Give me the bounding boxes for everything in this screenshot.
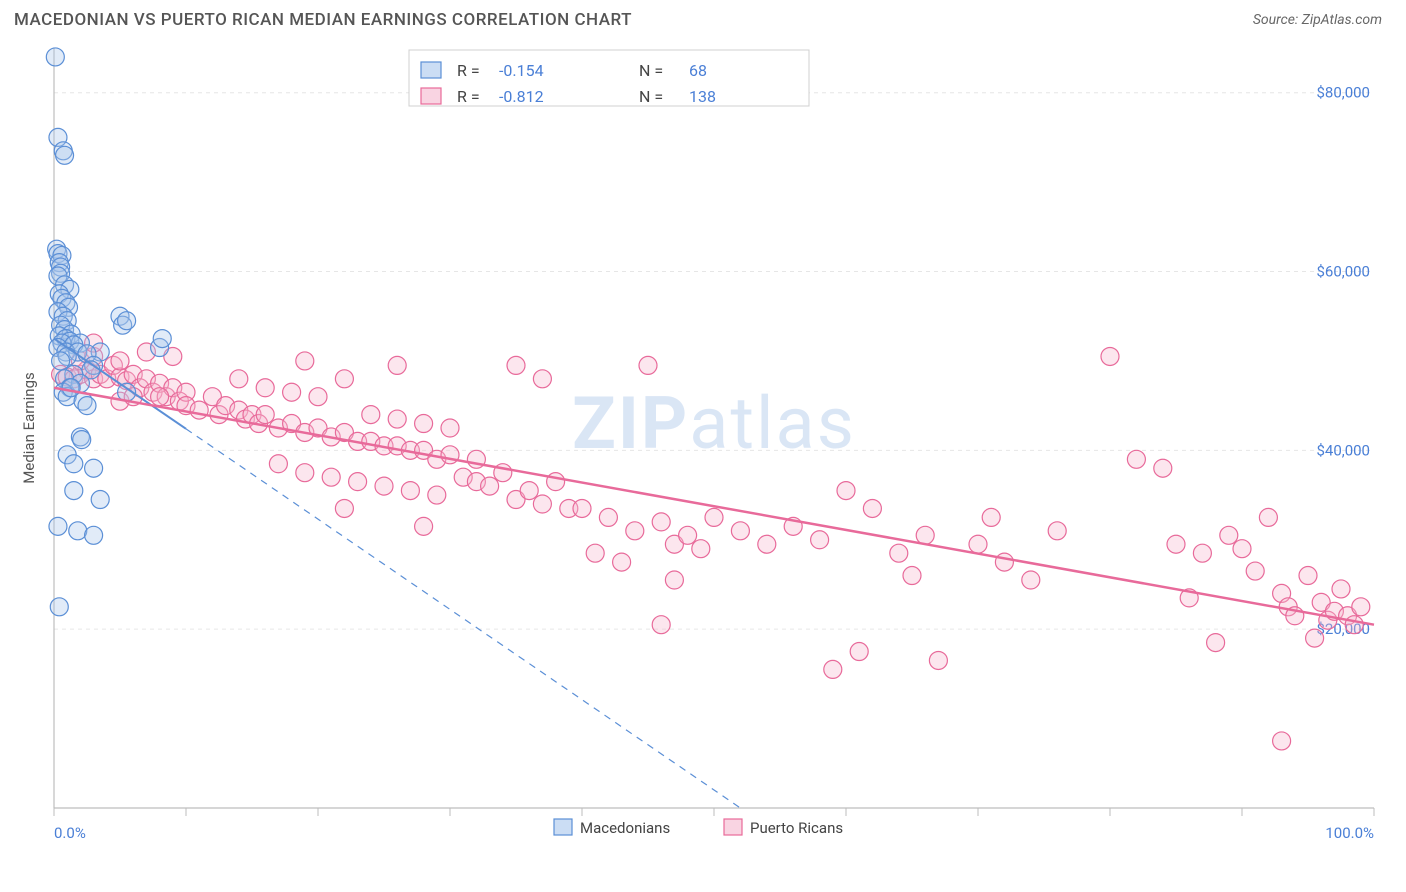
legend-n-label: N =	[639, 61, 663, 80]
bottom-legend-label: Macedonians	[580, 819, 670, 837]
legend-swatch	[421, 62, 441, 78]
legend-n-label: N =	[639, 87, 663, 106]
legend-r-label: R =	[457, 87, 480, 106]
watermark: ZIPatlas	[572, 381, 856, 466]
bottom-legend-label: Puerto Ricans	[750, 819, 843, 837]
legend-r-label: R =	[457, 61, 480, 80]
bottom-legend-swatch	[554, 819, 572, 835]
x-tick-label: 0.0%	[54, 824, 86, 842]
bottom-legend-swatch	[724, 819, 742, 835]
correlation-chart: ZIPatlas0.0%100.0%$20,000$40,000$60,000$…	[14, 38, 1392, 848]
legend-swatch	[421, 88, 441, 104]
x-tick-label: 100.0%	[1325, 824, 1374, 842]
y-tick-label: $60,000	[1316, 263, 1370, 281]
series-macedonians	[46, 48, 171, 616]
legend-r-value: -0.154	[499, 61, 544, 80]
chart-title: MACEDONIAN VS PUERTO RICAN MEDIAN EARNIN…	[14, 10, 632, 30]
y-tick-label: $40,000	[1316, 441, 1370, 459]
y-tick-label: $80,000	[1316, 84, 1370, 102]
y-axis-label: Median Earnings	[20, 372, 38, 483]
legend-n-value: 138	[689, 87, 716, 106]
legend-r-value: -0.812	[499, 87, 544, 106]
source-label: Source: ZipAtlas.com	[1253, 12, 1382, 28]
legend-n-value: 68	[689, 61, 707, 80]
